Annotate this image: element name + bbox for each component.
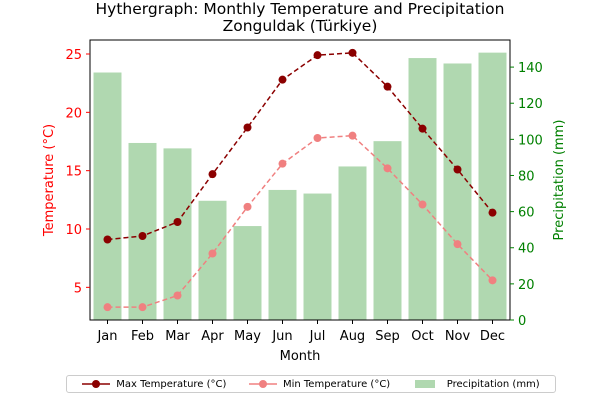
min-temp-line (107, 134, 494, 308)
precip-bar-apr (198, 200, 227, 320)
min-temp-point-sep (383, 164, 392, 173)
x-tick-label: Nov (445, 329, 471, 344)
max-temp-point-nov (453, 165, 462, 174)
precip-bar-jul (303, 193, 332, 320)
min-temp-point-may (243, 202, 252, 211)
max-temp-point-apr (208, 170, 217, 179)
max-temp-point-aug (348, 48, 357, 57)
x-tick-label: Oct (411, 329, 433, 344)
x-tick-label: Dec (480, 329, 505, 344)
legend-label-precip: Precipitation (mm) (446, 378, 540, 390)
max-temp-point-jan (103, 235, 112, 244)
x-tick-label: May (234, 329, 261, 344)
chart-subtitle: Zonguldak (Türkiye) (222, 17, 378, 35)
left-y-tick-label: 10 (65, 223, 82, 238)
right-y-tick-label: 140 (518, 61, 543, 76)
right-y-tick-label: 80 (518, 169, 535, 184)
legend-label-min: Min Temperature (°C) (282, 378, 391, 390)
min-temp-point-aug (348, 131, 357, 140)
right-y-tick-label: 40 (518, 242, 535, 257)
chart-legend: Max Temperature (°C) Min Temperature (°C… (66, 375, 556, 393)
precip-bar-feb (128, 142, 157, 320)
precip-bar-nov (443, 63, 472, 320)
max-temp-point-feb (138, 232, 147, 240)
precip-bar-may (233, 226, 262, 320)
left-y-tick-label: 20 (65, 106, 82, 121)
legend-item-max: Max Temperature (°C) (82, 379, 226, 390)
min-temp-point-dec (488, 276, 497, 285)
min-temp-point-mar (173, 291, 182, 300)
max-temp-point-dec (488, 208, 497, 217)
x-axis-label: Month (280, 349, 321, 364)
right-y-tick-label: 60 (518, 206, 535, 221)
max-temp-point-oct (418, 124, 427, 133)
legend-item-min: Min Temperature (°C) (248, 378, 391, 390)
x-tick-label: Jun (271, 329, 292, 344)
precip-bar-mar (163, 148, 192, 320)
legend-item-precip: Precipitation (mm) (413, 379, 540, 390)
right-y-axis-label: Precipitation (mm) (552, 120, 567, 241)
x-tick-label: Aug (340, 329, 365, 344)
plot-frame (89, 39, 511, 321)
right-y-tick-label: 20 (518, 278, 535, 293)
left-y-axis-label: Temperature (°C) (42, 124, 57, 237)
x-tick-label: Feb (131, 329, 154, 344)
legend-swatch-precip (414, 380, 435, 388)
min-temp-point-nov (453, 240, 462, 249)
max-temp-point-jul (313, 51, 322, 60)
max-temp-point-mar (173, 218, 182, 226)
left-y-tick-label: 5 (74, 281, 82, 296)
right-y-tick-label: 100 (518, 133, 543, 148)
x-tick-label: Jul (309, 329, 326, 344)
precip-bar-oct (408, 58, 437, 321)
max-temp-line (107, 52, 494, 241)
precip-bar-aug (338, 166, 367, 320)
right-y-tick-label: 0 (518, 314, 526, 329)
max-temp-point-jun (278, 75, 287, 84)
min-temp-point-oct (418, 200, 427, 209)
legend-swatch-max (82, 380, 111, 388)
x-tick-label: Mar (165, 329, 190, 344)
x-tick-label: Jan (96, 329, 117, 344)
max-temp-point-sep (383, 82, 392, 91)
precip-bar-dec (478, 52, 507, 320)
x-tick-label: Apr (201, 329, 224, 344)
min-temp-point-jan (103, 303, 112, 312)
min-temp-point-feb (138, 303, 147, 312)
legend-label-max: Max Temperature (°C) (116, 378, 227, 390)
min-temp-point-jul (313, 134, 322, 142)
right-y-tick-label: 120 (518, 97, 543, 112)
min-temp-point-apr (208, 249, 217, 258)
min-temp-point-jun (278, 159, 287, 168)
precip-bar-jun (268, 189, 297, 320)
left-y-tick-label: 25 (65, 48, 82, 63)
precip-bar-jan (93, 72, 122, 320)
left-y-tick-label: 15 (65, 165, 82, 180)
max-temp-point-may (243, 123, 252, 132)
x-tick-label: Sep (375, 329, 400, 344)
legend-swatch-min (248, 380, 277, 388)
chart-title: Hythergraph: Monthly Temperature and Pre… (95, 0, 505, 18)
